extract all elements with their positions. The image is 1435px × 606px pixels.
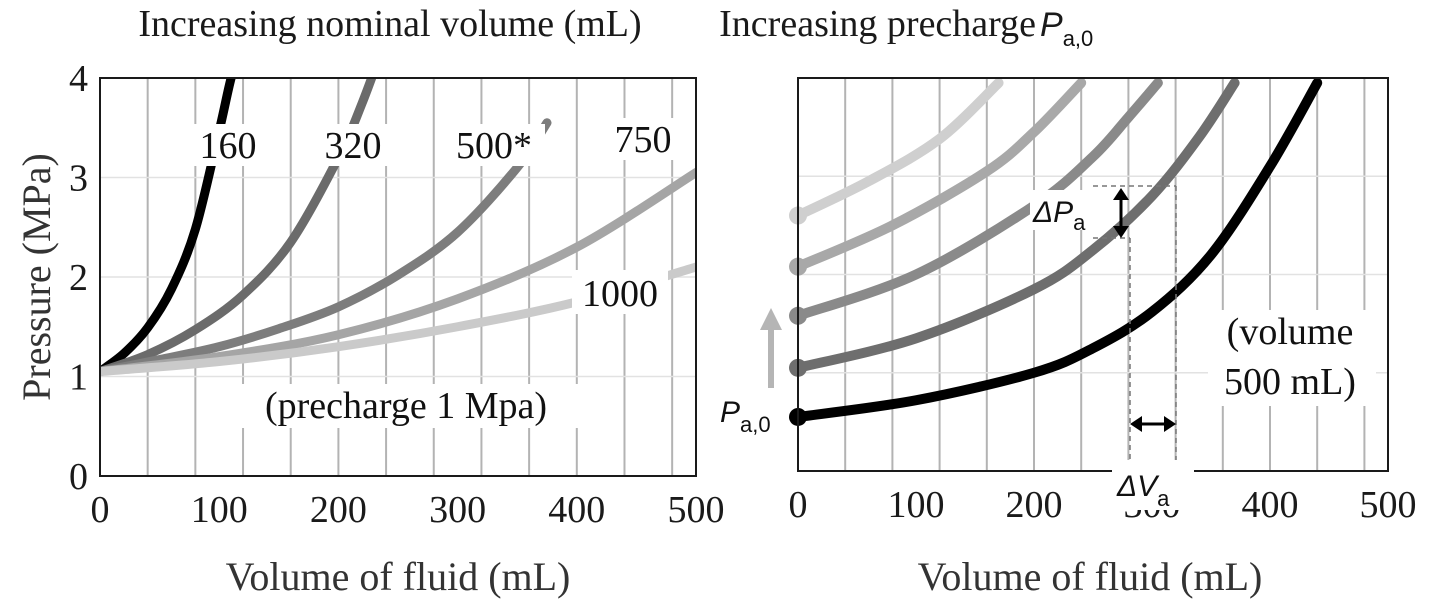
left-y-tick-labels: 0 1 2 3 4: [69, 58, 88, 498]
delta-p-arrow-up: [1113, 188, 1129, 200]
note-volume-bg: [1208, 310, 1376, 406]
delta-v-label: ΔVa: [1116, 470, 1170, 511]
series-line-500*: [100, 118, 552, 377]
delta-p-arrow-down: [1113, 226, 1129, 238]
series-label-320: 320: [325, 125, 382, 167]
left-x-tick-labels: 0 100 200 300 400 500: [91, 489, 725, 531]
x-tick-label: 300: [429, 489, 486, 531]
note-volume-line-1: (volume: [1227, 311, 1354, 353]
x-tick-label: 100: [191, 489, 248, 531]
delta-p-label: ΔPa: [1032, 196, 1086, 235]
series-label-500: 500*: [456, 125, 532, 167]
y-tick-label: 0: [69, 456, 88, 498]
left-chart: Increasing nominal volume (mL) 0 100 200 30…: [14, 3, 725, 599]
left-y-axis-label: Pressure (MPa): [14, 153, 59, 401]
note-bg-precharge: [228, 384, 584, 428]
series-line-curve-4: [798, 78, 1087, 272]
series-line-750: [100, 168, 696, 377]
delta-p-label-bg: [1030, 190, 1100, 230]
series-line-160: [100, 78, 236, 377]
x-tick-label: 200: [1006, 484, 1063, 526]
x-tick-label: 100: [888, 484, 945, 526]
series-line-320: [100, 78, 377, 377]
x-tick-label: 200: [310, 489, 367, 531]
x-tick-label: 0: [789, 484, 808, 526]
y-tick-label: 2: [69, 257, 88, 299]
series-label-1000: 1000: [582, 273, 658, 315]
series-label-750: 750: [615, 119, 672, 161]
delta-v-arrow-left: [1130, 416, 1142, 432]
right-chart-title: Increasing precharge: [719, 3, 1036, 45]
delta-v-annotation: ΔVa: [1112, 186, 1194, 511]
series-line-curve-3: [798, 78, 1163, 321]
label-bg-320: [314, 124, 394, 166]
delta-p-annotation: ΔPa: [1030, 185, 1176, 239]
y-tick-label: 4: [69, 58, 88, 100]
label-bg-160: [190, 124, 266, 166]
left-chart-title: Increasing nominal volume (mL): [138, 3, 641, 45]
label-bg-1000: [572, 270, 668, 314]
precharge-arrow-head: [760, 308, 782, 330]
left-plot-frame: [99, 77, 697, 477]
right-chart: Increasing precharge Pa,0 01002003004005…: [719, 3, 1416, 599]
note-precharge: (precharge 1 Mpa): [265, 385, 547, 427]
x-tick-label: 500: [668, 489, 725, 531]
left-x-axis-label: Volume of fluid (mL): [226, 554, 571, 599]
right-chart-title-symbol: Pa,0: [1040, 6, 1093, 51]
note-volume-line-2: 500 mL): [1224, 361, 1356, 403]
x-tick-label: 400: [548, 489, 605, 531]
label-bg-500: [443, 124, 545, 166]
x-tick-label: 0: [91, 489, 110, 531]
x-tick-label: 500: [1360, 484, 1417, 526]
y-tick-label: 3: [69, 158, 88, 200]
right-plot-frame: [797, 77, 1389, 472]
series-line-curve-5: [798, 78, 1004, 221]
delta-v-arrow-right: [1164, 416, 1176, 432]
right-x-axis-label: Volume of fluid (mL): [918, 554, 1263, 599]
precharge-arrow-label: Pa,0: [720, 396, 771, 437]
series-line-curve-2: [798, 78, 1240, 373]
right-series-lines: [798, 78, 1323, 422]
y-tick-label: 1: [69, 357, 88, 399]
right-grid: [798, 78, 1388, 471]
series-label-160: 160: [200, 125, 257, 167]
x-tick-label: 400: [1242, 484, 1299, 526]
label-bg-750: [603, 118, 683, 160]
delta-v-label-bg: [1112, 460, 1194, 510]
series-line-curve-1: [798, 78, 1323, 422]
left-series-lines: [100, 78, 696, 377]
